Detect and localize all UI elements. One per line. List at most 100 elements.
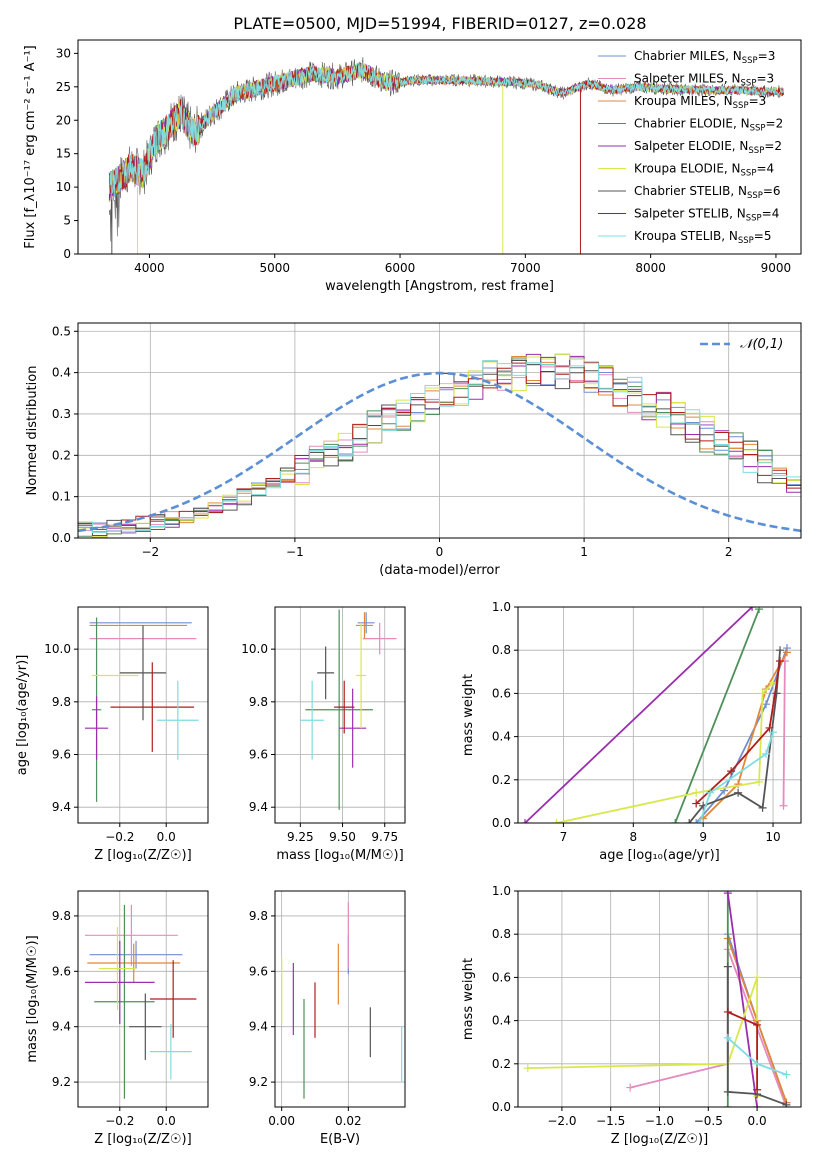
weight-marker-8 (706, 788, 715, 797)
weight-line-0 (695, 647, 788, 823)
y-tick-label: 9.2 (249, 1075, 268, 1089)
legend-label-main: Salpeter STELIB, N (634, 207, 746, 221)
weight-marker-5 (758, 689, 767, 698)
weight-marker-4 (723, 891, 732, 898)
y-tick-label: 9.6 (249, 964, 268, 978)
x-tick-label: −0.2 (105, 1114, 134, 1128)
y-tick-label: 1.0 (492, 600, 511, 614)
hist-series-5 (78, 353, 801, 538)
x-tick-label: 4000 (134, 261, 165, 275)
weight-marker-0 (762, 700, 771, 709)
axes-frame (274, 606, 406, 824)
weight-marker-5 (523, 1064, 532, 1073)
y-tick-label: 0.6 (492, 686, 511, 700)
x-tick-label: 0.0 (748, 1114, 767, 1128)
x-tick-label: −2.0 (547, 1114, 576, 1128)
weight-marker-5 (692, 788, 701, 797)
legend-label-sub: SSP (741, 169, 757, 179)
legend-label-1: Salpeter MILES, NSSP=3 (634, 72, 774, 89)
weight-marker-8 (723, 1033, 732, 1042)
x-tick-label: 0 (436, 545, 444, 559)
y-tick-label: 0.4 (52, 366, 71, 380)
x-tick-label: 6000 (385, 261, 416, 275)
y-axis-label: Normed distribution (25, 366, 40, 496)
y-tick-label: 10.0 (241, 642, 268, 656)
x-axis-label: age [log₁₀(age/yr)] (599, 848, 720, 863)
legend-label-suffix: =2 (764, 139, 782, 153)
x-tick-label: 0.00 (268, 1114, 295, 1128)
y-tick-label: 0.4 (492, 730, 511, 744)
y-tick-label: 5 (63, 214, 71, 228)
y-tick-label: 9.6 (52, 748, 71, 762)
weight-marker-7 (723, 1007, 732, 1016)
y-tick-label: 0.2 (492, 1057, 511, 1071)
y-tick-label: 9.8 (52, 695, 71, 709)
x-axis-label: wavelength [Angstrom, rest frame] (325, 279, 554, 294)
weight-line-8 (698, 732, 774, 823)
legend-label-suffix: =3 (758, 49, 776, 63)
x-tick-label: −1.0 (645, 1114, 674, 1128)
y-tick-label: 9.6 (249, 748, 268, 762)
weight-marker-5 (755, 777, 764, 786)
x-axis-label: Z [log₁₀(Z/Z☉)] (94, 848, 191, 863)
y-tick-label: 0.5 (52, 324, 71, 338)
weight-marker-5 (552, 819, 561, 823)
weight-line-5 (556, 681, 774, 823)
y-tick-label: 15 (56, 147, 71, 161)
axes-frame (274, 890, 406, 1108)
legend-label-suffix: =6 (763, 184, 781, 198)
y-tick-label: 0.1 (52, 490, 71, 504)
y-tick-label: 9.8 (249, 909, 268, 923)
x-tick-label: −0.5 (694, 1114, 723, 1128)
x-tick-label: −2 (141, 545, 159, 559)
legend-label-main: Kroupa MILES, N (634, 94, 733, 108)
weight-marker-7 (727, 767, 736, 776)
weight-marker-6 (734, 788, 743, 797)
x-axis-label: (data-model)/error (379, 563, 500, 578)
y-tick-label: 25 (56, 80, 71, 94)
legend-label-main: Kroupa ELODIE, N (634, 162, 741, 176)
x-axis-label: Z [log₁₀(Z/Z☉)] (94, 1132, 191, 1147)
x-tick-label: 0.02 (335, 1114, 362, 1128)
weight-marker-7 (753, 1020, 762, 1029)
legend-label-sub: SSP (750, 124, 766, 134)
panel-age_vs_Z: −0.2 0.0 9.4 9.6 9.8 10.0 Z [log₁₀(Z/Z☉)] age [… (15, 606, 209, 863)
y-tick-label: 0.0 (492, 816, 511, 830)
weight-marker-8 (782, 1070, 791, 1079)
plot-area (108, 57, 784, 254)
legend-label-main: Chabrier STELIB, N (634, 184, 747, 198)
y-axis-label: mass weight (461, 674, 476, 756)
y-tick-label: 0.8 (492, 643, 511, 657)
x-tick-label: 0.0 (157, 830, 176, 844)
plot-area (84, 617, 199, 802)
x-tick-label: 9000 (761, 261, 792, 275)
legend-label-suffix: =4 (762, 207, 780, 221)
legend-label-sub: SSP (741, 79, 757, 89)
x-tick-label: 2 (725, 545, 733, 559)
weight-marker-0 (692, 819, 701, 823)
axes-frame (77, 606, 209, 824)
weight-line-3 (674, 608, 760, 823)
weight-marker-7 (765, 723, 774, 732)
hist-series-0 (78, 358, 801, 533)
y-tick-label: 0.3 (52, 407, 71, 421)
figure-title: PLATE=0500, MJD=51994, FIBERID=0127, z=0… (233, 14, 646, 33)
y-tick-label: 0.2 (492, 773, 511, 787)
y-tick-label: 9.4 (52, 800, 71, 814)
y-tick-label: 1.0 (492, 884, 511, 898)
weight-marker-6 (758, 803, 767, 812)
y-tick-label: 30 (56, 46, 71, 60)
y-axis-label: age [log₁₀(age/yr)] (15, 655, 30, 776)
weight-line-2 (702, 651, 788, 820)
weight-marker-7 (753, 1085, 762, 1094)
weight-marker-6 (776, 646, 785, 655)
y-tick-label: 10 (56, 180, 71, 194)
y-tick-label: 0.8 (492, 927, 511, 941)
y-tick-label: 9.4 (52, 1020, 71, 1034)
weight-marker-3 (723, 1103, 732, 1107)
weight-marker-3 (755, 607, 764, 614)
legend-label-suffix: =3 (749, 94, 767, 108)
legend-label-suffix: =2 (766, 117, 784, 131)
weight-marker-2 (734, 780, 743, 789)
